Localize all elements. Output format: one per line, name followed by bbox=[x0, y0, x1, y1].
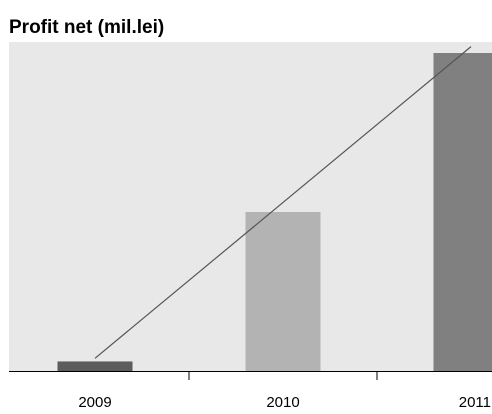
x-tick-label-2011: 2011 bbox=[459, 394, 491, 409]
x-tick-label-2010: 2010 bbox=[266, 394, 299, 409]
bar-2011 bbox=[434, 53, 492, 371]
chart-title: Profit net (mil.lei) bbox=[9, 17, 164, 38]
x-axis-labels: 2009 2010 2011 bbox=[78, 394, 491, 409]
x-axis-ticks bbox=[189, 371, 377, 380]
x-tick-label-2009: 2009 bbox=[78, 394, 111, 409]
bar-2010 bbox=[246, 212, 321, 371]
bar-2009 bbox=[58, 361, 133, 371]
